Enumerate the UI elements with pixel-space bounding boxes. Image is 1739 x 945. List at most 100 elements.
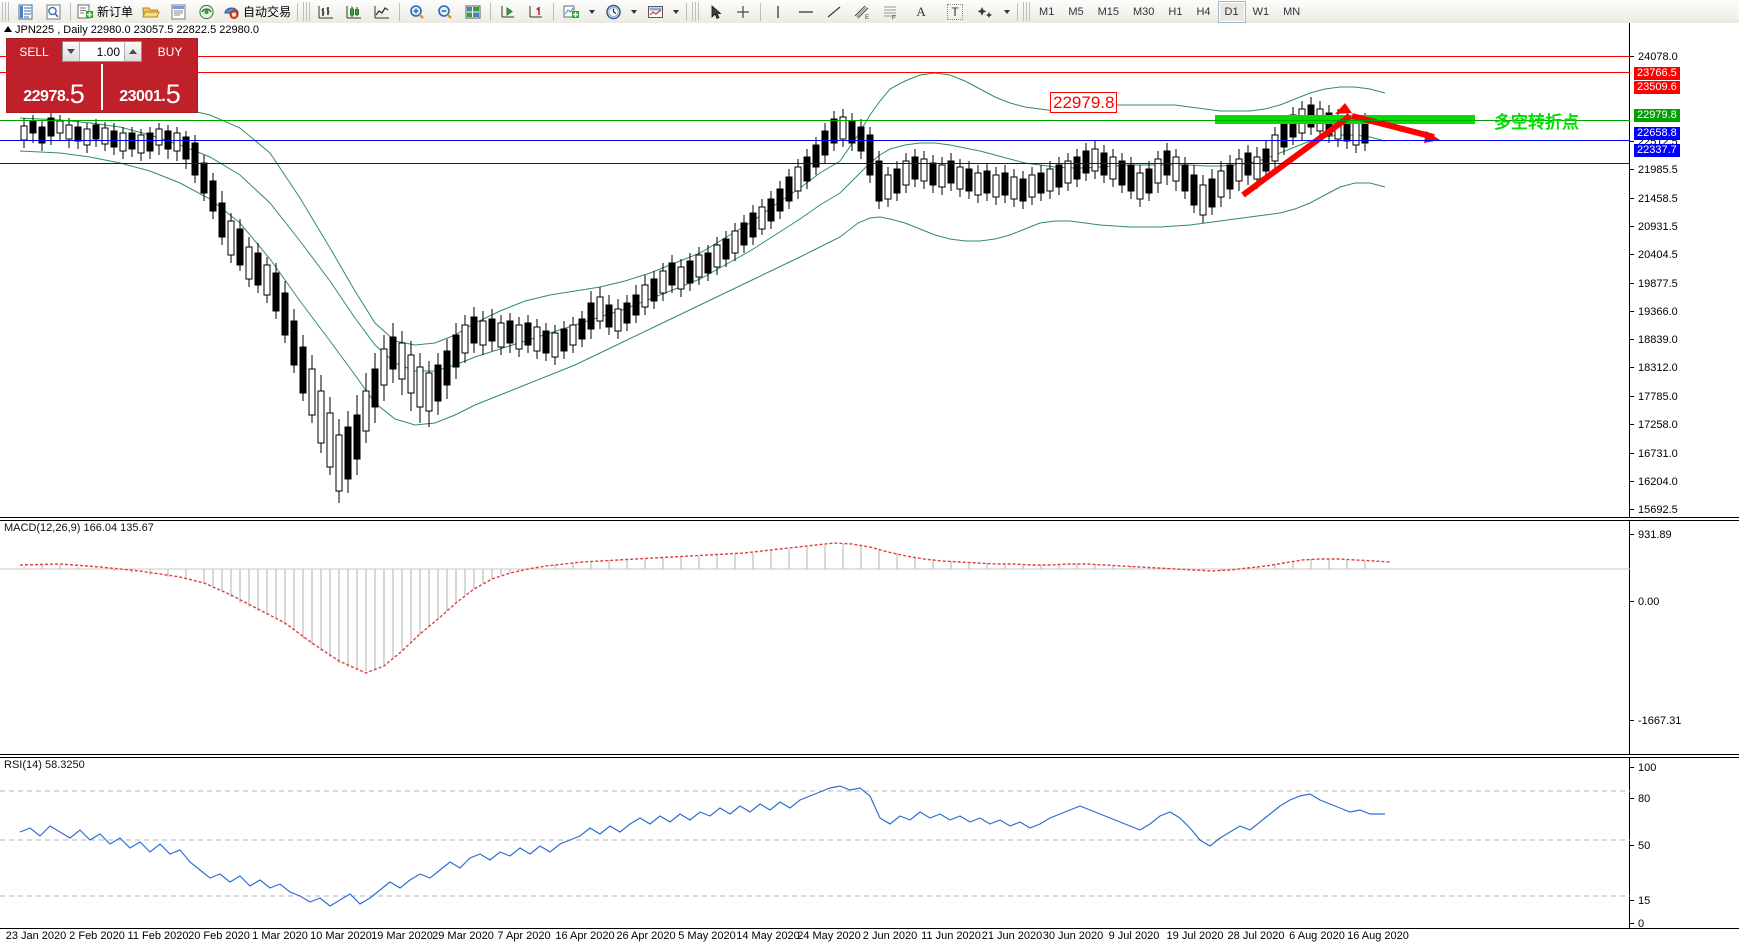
toolbar-grip[interactable] xyxy=(303,2,311,21)
price-tick: 20404.5 xyxy=(1630,249,1739,261)
volume-dropdown-button[interactable] xyxy=(63,42,80,61)
auto-trading-icon[interactable]: 自动交易 xyxy=(220,0,294,23)
timeframe-m5[interactable]: M5 xyxy=(1068,5,1084,18)
timeframe-m15[interactable]: M15 xyxy=(1097,5,1119,18)
price-tick: 24078.0 xyxy=(1630,51,1739,63)
price-tick: 21985.5 xyxy=(1630,164,1739,176)
auto-scroll-icon[interactable] xyxy=(494,0,522,23)
buy-button[interactable]: BUY xyxy=(143,39,197,64)
timeframe-m30[interactable]: M30 xyxy=(1133,5,1155,18)
price-chart-canvas[interactable] xyxy=(0,23,1630,517)
terminal-icon[interactable] xyxy=(164,0,192,23)
tile-windows-icon[interactable] xyxy=(459,0,487,23)
svg-text:E: E xyxy=(865,15,869,20)
periods-dropdown-caret[interactable] xyxy=(631,9,638,14)
chart-area[interactable]: JPN225 , Daily 22980.0 23057.5 22822.5 2… xyxy=(0,23,1739,945)
shapes-icon[interactable] xyxy=(972,0,1000,23)
macd-tick: 931.89 xyxy=(1630,529,1739,541)
timeframe-d1[interactable]: D1 xyxy=(1217,0,1246,23)
toolbar-grip[interactable] xyxy=(2,2,9,21)
toolbar-separator xyxy=(1017,2,1019,21)
macd-scale[interactable]: 931.89 0.00 -1667.31 xyxy=(1630,521,1739,754)
periods-icon[interactable] xyxy=(599,0,627,23)
rsi-panel[interactable]: RSI(14) 58.3250 100 80 50 15 0 xyxy=(0,758,1739,930)
up-trend-arrow[interactable] xyxy=(1241,103,1352,198)
rsi-scale[interactable]: 100 80 50 15 0 xyxy=(1630,758,1739,930)
support-line-22337[interactable] xyxy=(0,163,1630,164)
macd-chart-canvas[interactable] xyxy=(0,521,1630,754)
price-box-label[interactable]: 22979.8 xyxy=(1050,92,1118,113)
resistance-line-23509[interactable] xyxy=(0,72,1630,73)
trendline-icon[interactable] xyxy=(820,0,848,23)
rsi-chart-canvas[interactable] xyxy=(0,758,1630,929)
shapes-dropdown-caret[interactable] xyxy=(1004,9,1011,14)
equidistant-channel-icon[interactable]: E xyxy=(848,0,876,23)
volume-input[interactable]: 1.00 xyxy=(96,44,120,59)
date-axis[interactable]: 23 Jan 2020 2 Feb 2020 11 Feb 2020 20 Feb 2… xyxy=(0,928,1739,945)
templates-dropdown-caret[interactable] xyxy=(673,9,680,14)
date-label: 11 Jun 2020 xyxy=(921,930,981,942)
timeframe-w1[interactable]: W1 xyxy=(1252,5,1270,18)
date-label: 11 Feb 2020 xyxy=(127,930,189,942)
macd-panel[interactable]: MACD(12,26,9) 166.04 135.67 xyxy=(0,521,1739,754)
text-icon[interactable]: A xyxy=(904,0,938,23)
data-window-icon[interactable] xyxy=(39,0,67,23)
support-line-22658[interactable] xyxy=(0,140,1630,141)
zoom-out-icon[interactable] xyxy=(431,0,459,23)
bollinger-middle-line xyxy=(19,117,1386,372)
price-badge-resistance[interactable]: 23766.5 xyxy=(1634,66,1680,80)
price-panel[interactable]: JPN225 , Daily 22980.0 23057.5 22822.5 2… xyxy=(0,23,1739,517)
templates-icon[interactable] xyxy=(641,0,669,23)
pivot-annotation-text[interactable]: 多空转折点 xyxy=(1494,113,1579,133)
rsi-panel-top-border xyxy=(0,757,1739,758)
timeframe-mn[interactable]: MN xyxy=(1283,5,1301,18)
price-tick: 15692.5 xyxy=(1630,504,1739,516)
zoom-in-icon[interactable] xyxy=(403,0,431,23)
timeframe-h1[interactable]: H1 xyxy=(1168,5,1183,18)
text-icon-glyph: A xyxy=(916,3,926,19)
price-badge-resistance[interactable]: 23509.6 xyxy=(1634,80,1680,94)
one-click-trading-panel[interactable]: SELL 1.00 BUY 22978. 5 23001. 5 xyxy=(6,38,198,113)
price-badge-pivot[interactable]: 22979.8 xyxy=(1634,109,1680,123)
symbol-header: JPN225 , Daily 22980.0 23057.5 22822.5 2… xyxy=(4,24,259,36)
price-tick: 16731.0 xyxy=(1630,448,1739,460)
fibonacci-icon[interactable]: F xyxy=(876,0,904,23)
price-badge-support[interactable]: 22337.7 xyxy=(1634,144,1680,157)
crosshair-icon[interactable] xyxy=(729,0,757,23)
toolbar-separator xyxy=(70,2,71,21)
resistance-line-23766[interactable] xyxy=(0,56,1630,57)
toolbar-grip[interactable] xyxy=(692,2,700,21)
price-scale[interactable]: 24078.0 22512.5 21985.5 21458.5 20931.5 20404… xyxy=(1630,23,1739,517)
macd-signal-line xyxy=(19,542,1391,674)
line-chart-icon[interactable] xyxy=(368,0,396,23)
timeframe-h4[interactable]: H4 xyxy=(1196,5,1211,18)
new-order-icon[interactable]: 新订单 xyxy=(74,0,136,23)
timeframe-m1[interactable]: M1 xyxy=(1039,5,1055,18)
buy-price[interactable]: 23001. 5 xyxy=(103,64,197,110)
folder-icon[interactable] xyxy=(136,0,164,23)
date-label: 5 May 2020 xyxy=(678,930,736,942)
chart-shift-icon[interactable] xyxy=(522,0,550,23)
toolbar-grip[interactable] xyxy=(1023,2,1031,21)
volume-stepper[interactable]: 1.00 xyxy=(62,41,142,62)
horizontal-line-icon[interactable] xyxy=(792,0,820,23)
indicators-icon[interactable] xyxy=(557,0,585,23)
bar-chart-icon[interactable] xyxy=(312,0,340,23)
market-watch-icon[interactable] xyxy=(11,0,39,23)
sell-price[interactable]: 22978. 5 xyxy=(7,64,103,110)
volume-increase-button[interactable] xyxy=(124,42,141,61)
vertical-line-icon[interactable] xyxy=(764,0,792,23)
sell-button[interactable]: SELL xyxy=(7,39,61,64)
metaeditor-icon[interactable] xyxy=(192,0,220,23)
pivot-line-22979[interactable] xyxy=(0,120,1630,121)
symbol-header-text: JPN225 , Daily 22980.0 23057.5 22822.5 2… xyxy=(15,24,260,36)
price-tick: 21458.5 xyxy=(1630,193,1739,205)
indicators-dropdown-caret[interactable] xyxy=(589,9,596,14)
candlestick-chart-icon[interactable] xyxy=(340,0,368,23)
macd-panel-bottom-border xyxy=(0,754,1739,755)
text-label-icon[interactable]: T xyxy=(938,0,972,23)
collapse-triangle-icon[interactable] xyxy=(4,26,12,32)
price-badge-support[interactable]: 22658.8 xyxy=(1634,126,1680,140)
cursor-icon[interactable] xyxy=(701,0,729,23)
